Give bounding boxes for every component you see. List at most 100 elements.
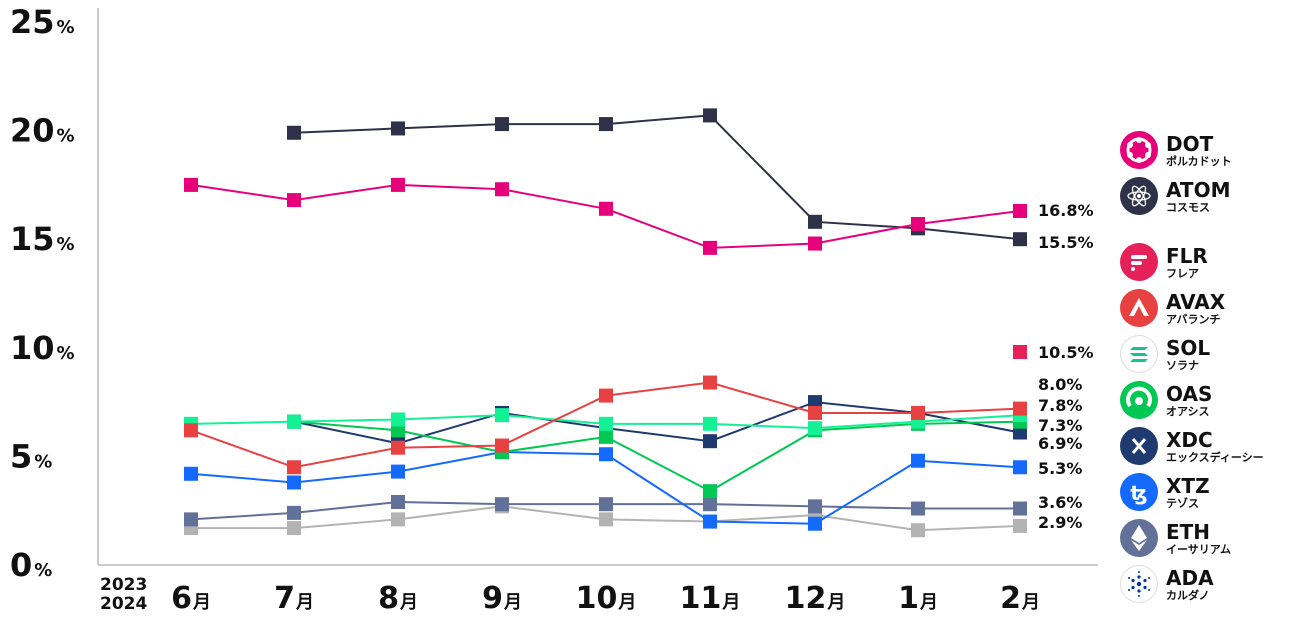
data-point bbox=[911, 216, 925, 231]
legend-ticker: ATOM bbox=[1166, 177, 1231, 202]
x-tick-label: 8月 bbox=[378, 581, 418, 616]
legend-name: オアシス bbox=[1166, 404, 1210, 418]
y-axis: 0 % 5 % 10 % 15 % 20 % 25% bbox=[10, 3, 99, 584]
legend-ticker: XTZ bbox=[1166, 473, 1210, 498]
legend-ticker: XDC bbox=[1166, 427, 1213, 452]
legend-item-avax: AVAX アバランチ bbox=[1120, 286, 1225, 330]
dot-logo-icon bbox=[1120, 131, 1158, 169]
legend-name: コスモス bbox=[1166, 200, 1210, 214]
y-tick-label: 20% bbox=[10, 112, 75, 150]
data-point bbox=[287, 521, 301, 536]
data-point bbox=[911, 501, 925, 516]
data-point bbox=[808, 405, 822, 420]
legend-ticker: FLR bbox=[1166, 243, 1208, 268]
end-label-eth: 3.6% bbox=[1038, 493, 1082, 512]
data-point bbox=[1013, 460, 1027, 475]
legend-text: XTZ テゾス bbox=[1166, 476, 1210, 509]
ada-logo-icon bbox=[1120, 565, 1158, 603]
y-tick-label: 25% bbox=[10, 3, 75, 41]
flr-logo-icon bbox=[1120, 243, 1158, 281]
data-point bbox=[495, 408, 509, 423]
data-point bbox=[703, 375, 717, 390]
x-tick-label: 2月 bbox=[1000, 581, 1040, 616]
data-point bbox=[495, 182, 509, 197]
data-point bbox=[703, 514, 717, 529]
series-eth bbox=[184, 495, 1027, 527]
legend-item-eth: ETH イーサリアム bbox=[1120, 516, 1231, 560]
legend-text: FLR フレア bbox=[1166, 246, 1208, 279]
legend-ticker: DOT bbox=[1166, 131, 1214, 156]
data-point bbox=[184, 177, 198, 192]
data-point bbox=[599, 416, 613, 431]
data-point bbox=[808, 214, 822, 229]
legend-item-ada: ADA カルダノ bbox=[1120, 562, 1214, 606]
legend-text: ATOM コスモス bbox=[1166, 180, 1230, 213]
series-line bbox=[293, 420, 1021, 493]
data-point bbox=[184, 423, 198, 438]
legend-item-xtz: ꜩ XTZ テゾス bbox=[1120, 470, 1210, 514]
data-point bbox=[287, 460, 301, 475]
legend-text: ETH イーサリアム bbox=[1166, 522, 1231, 555]
data-point bbox=[287, 475, 301, 490]
data-point bbox=[495, 438, 509, 453]
series-avax bbox=[184, 375, 1027, 475]
data-point bbox=[287, 193, 301, 208]
data-point bbox=[287, 505, 301, 520]
data-point bbox=[1013, 345, 1027, 359]
x-tick-label: 12月 bbox=[785, 581, 846, 616]
xtz-logo-icon: ꜩ bbox=[1120, 473, 1158, 511]
legend-name: ソラナ bbox=[1166, 358, 1199, 372]
legend-ticker: SOL bbox=[1166, 335, 1211, 360]
oas-logo-icon bbox=[1120, 381, 1158, 419]
data-point bbox=[184, 466, 198, 481]
end-label-oas: 6.9% bbox=[1038, 434, 1082, 453]
legend-name: フレア bbox=[1166, 266, 1199, 280]
legend-item-oas: OAS オアシス bbox=[1120, 378, 1212, 422]
legend-text: SOL ソラナ bbox=[1166, 338, 1210, 371]
data-point bbox=[703, 240, 717, 255]
legend-name: ポルカドット bbox=[1166, 154, 1232, 168]
data-point bbox=[703, 484, 717, 499]
data-point bbox=[391, 512, 405, 527]
x-tick-label: 9月 bbox=[482, 581, 522, 616]
data-point bbox=[808, 499, 822, 514]
end-label-ada: 2.9% bbox=[1038, 513, 1082, 532]
data-point bbox=[703, 416, 717, 431]
xdc-logo-icon bbox=[1120, 427, 1158, 465]
legend-item-dot: DOT ポルカドット bbox=[1120, 128, 1232, 172]
legend-name: カルダノ bbox=[1166, 588, 1210, 602]
y-tick-label: 0% bbox=[10, 546, 52, 584]
legend-item-sol: SOL ソラナ bbox=[1120, 332, 1210, 376]
data-point bbox=[391, 177, 405, 192]
data-point bbox=[911, 523, 925, 538]
legend-name: アバランチ bbox=[1166, 312, 1221, 326]
legend-ticker: ETH bbox=[1166, 519, 1211, 544]
series-line bbox=[190, 183, 1021, 249]
data-point bbox=[911, 453, 925, 468]
x-tick-label: 10月 bbox=[576, 581, 637, 616]
legend-ticker: AVAX bbox=[1166, 289, 1226, 314]
y-tick-label: 15% bbox=[10, 220, 75, 258]
data-point bbox=[911, 405, 925, 420]
end-label-atom: 15.5% bbox=[1038, 233, 1094, 252]
data-point bbox=[1013, 425, 1027, 440]
end-label-xtz: 5.3% bbox=[1038, 459, 1082, 478]
x-tick-label: 11月 bbox=[680, 581, 741, 616]
data-point bbox=[391, 440, 405, 455]
data-point bbox=[703, 434, 717, 449]
data-point bbox=[391, 412, 405, 427]
data-point bbox=[808, 421, 822, 436]
legend-item-atom: ATOM コスモス bbox=[1120, 174, 1230, 218]
data-point bbox=[1013, 203, 1027, 218]
series-layer bbox=[184, 108, 1027, 538]
legend-text: DOT ポルカドット bbox=[1166, 134, 1232, 167]
svg-text:ꜩ: ꜩ bbox=[1130, 481, 1147, 505]
data-point bbox=[703, 497, 717, 512]
legend-name: イーサリアム bbox=[1166, 542, 1232, 556]
sol-logo-icon bbox=[1120, 335, 1158, 373]
year-label: 2024 bbox=[100, 594, 147, 614]
data-point bbox=[1013, 232, 1027, 247]
data-point bbox=[808, 395, 822, 410]
